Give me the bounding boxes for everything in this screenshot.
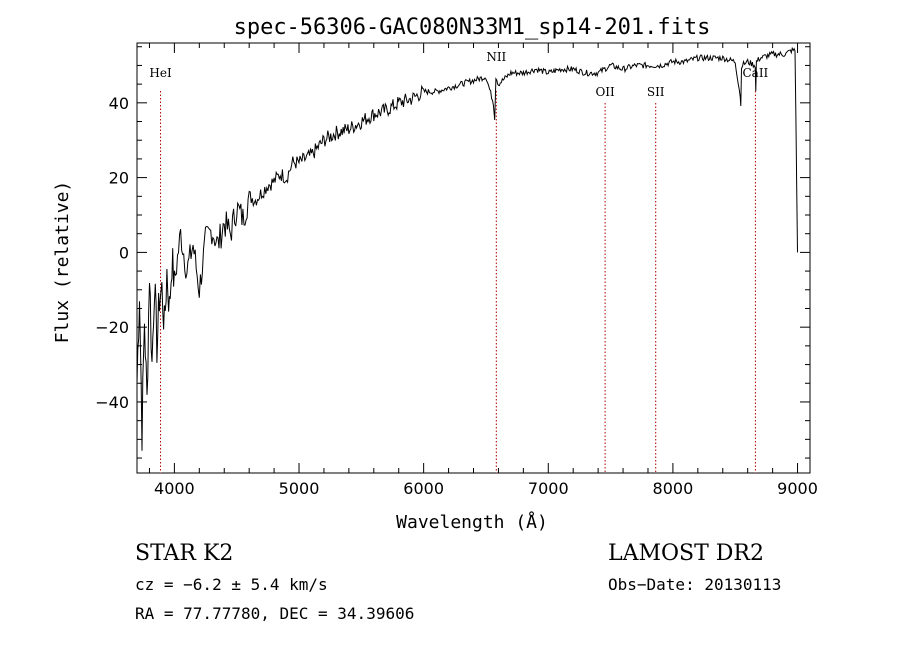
spectrum-line bbox=[136, 46, 798, 451]
x-tick-label: 8000 bbox=[653, 479, 694, 498]
x-tick-label: 9000 bbox=[777, 479, 818, 498]
line-label-oii: OII bbox=[595, 85, 615, 99]
line-label-hei: HeI bbox=[149, 66, 172, 80]
spectrum-series bbox=[136, 46, 798, 451]
x-tick-label: 7000 bbox=[528, 479, 569, 498]
y-tick-label: −20 bbox=[95, 318, 129, 337]
plot-frame bbox=[136, 42, 811, 474]
y-tick-label: −40 bbox=[95, 393, 129, 412]
object-class: STAR K2 bbox=[135, 541, 234, 566]
y-tick-label: 0 bbox=[119, 243, 129, 262]
survey-name: LAMOST DR2 bbox=[608, 541, 764, 566]
chart-title: spec-56306-GAC080N33M1_sp14-201.fits bbox=[234, 15, 711, 40]
x-tick-label: 4000 bbox=[154, 479, 195, 498]
coordinates: RA = 77.77780, DEC = 34.39606 bbox=[135, 604, 415, 623]
plot-axes: 4000 5000 6000 7000 8000 9000 −40 −20 0 20 40 bbox=[95, 42, 818, 498]
observation-date: Obs−Date: 20130113 bbox=[608, 575, 782, 594]
x-tick-label: 6000 bbox=[403, 479, 444, 498]
x-axis-label: Wavelength (Å) bbox=[396, 511, 548, 533]
y-tick-label: 20 bbox=[109, 169, 129, 188]
x-tick-label: 5000 bbox=[279, 479, 320, 498]
y-tick-label: 40 bbox=[109, 94, 129, 113]
line-label-sii: SII bbox=[647, 85, 665, 99]
line-label-nii: NII bbox=[486, 50, 506, 64]
y-axis-label: Flux (relative) bbox=[52, 181, 73, 344]
redshift-velocity: cz = −6.2 ± 5.4 km/s bbox=[135, 575, 328, 594]
